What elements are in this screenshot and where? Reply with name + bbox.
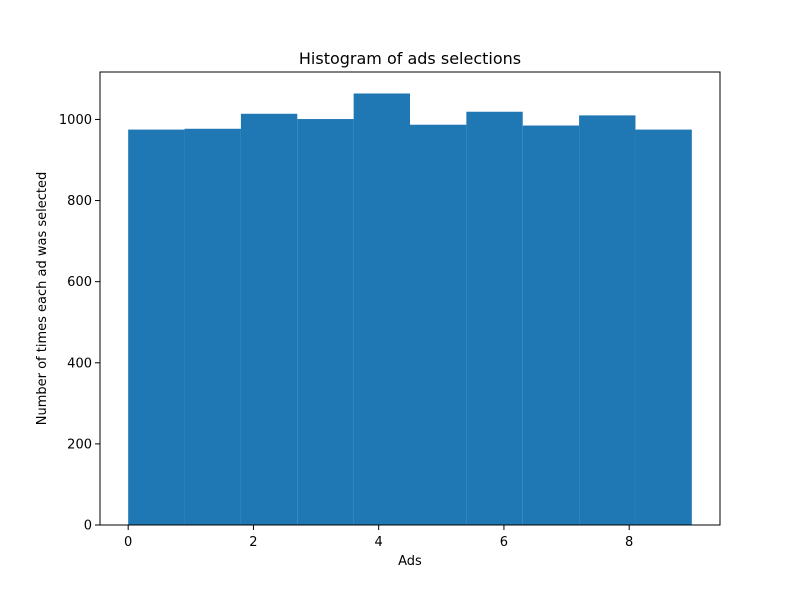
y-tick-label: 200 — [67, 437, 92, 452]
y-tick-label: 1000 — [59, 113, 92, 128]
y-tick-label: 600 — [67, 275, 92, 290]
plot-frame — [99, 71, 721, 526]
histogram-bar-1 — [184, 128, 241, 525]
histogram-bar-6 — [466, 111, 523, 525]
x-axis-ticks: 0 2 4 6 8 — [124, 525, 633, 550]
histogram-bar-5 — [410, 124, 467, 526]
y-axis-ticks: 0 200 400 600 800 1000 — [59, 113, 100, 534]
histogram-bar-8 — [579, 115, 636, 525]
histogram-bar-9 — [635, 129, 692, 525]
histogram-bar-3 — [297, 119, 354, 525]
x-tick-label: 0 — [124, 535, 132, 550]
histogram-bar-0 — [128, 129, 185, 525]
histogram-bar-2 — [240, 113, 298, 525]
chart-title: Histogram of ads selections — [299, 49, 521, 68]
y-axis-label: Number of times each ad was selected — [35, 172, 50, 426]
histogram-bar-4 — [353, 93, 410, 526]
y-tick-label: 0 — [84, 519, 92, 534]
x-tick-label: 6 — [500, 535, 508, 550]
y-tick-label: 400 — [67, 356, 92, 371]
x-tick-label: 2 — [249, 535, 257, 550]
x-tick-label: 8 — [625, 535, 633, 550]
bars-group — [128, 93, 692, 526]
histogram-bar-7 — [522, 125, 580, 525]
y-tick-label: 800 — [67, 194, 92, 209]
x-tick-label: 4 — [375, 535, 383, 550]
x-axis-label: Ads — [398, 554, 422, 569]
